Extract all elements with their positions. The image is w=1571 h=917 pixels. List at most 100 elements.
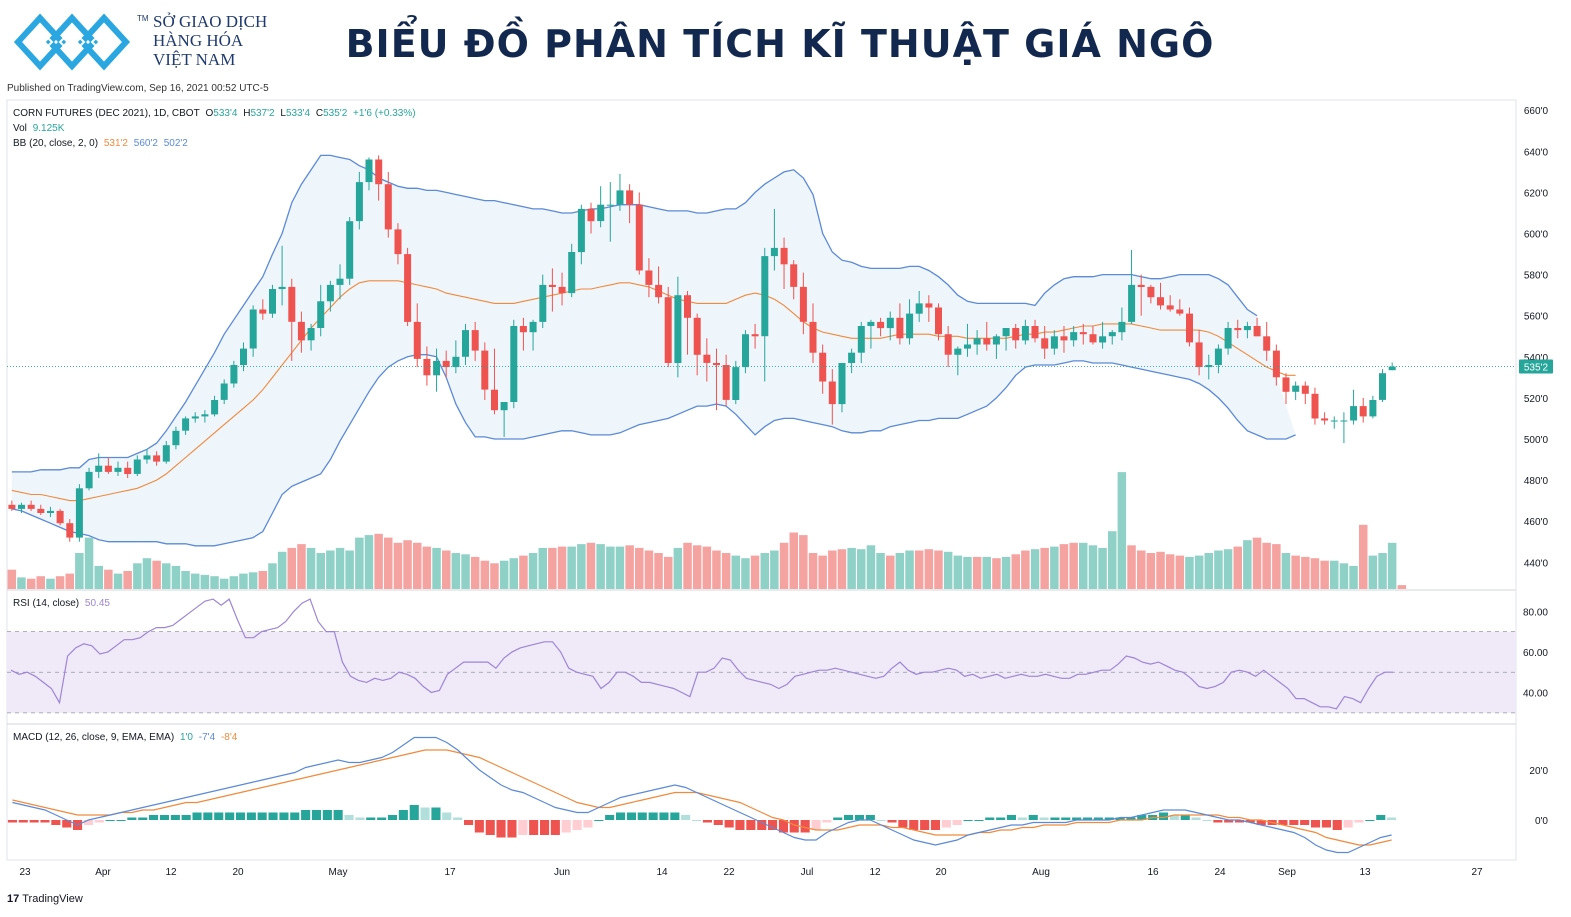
- candle-body: [635, 204, 643, 271]
- x-axis-label: 23: [19, 867, 31, 878]
- x-axis-label: Jun: [554, 867, 570, 878]
- candle-body: [317, 301, 325, 328]
- volume-bar: [133, 563, 142, 589]
- candle-body: [1253, 326, 1261, 337]
- macd-histogram-bar: [778, 820, 788, 833]
- volume-bar: [625, 545, 634, 589]
- volume-bar: [1330, 560, 1339, 589]
- volume-bar: [490, 563, 499, 589]
- candle-body: [452, 356, 460, 368]
- macd-histogram-bar: [637, 812, 647, 820]
- chart-svg[interactable]: 660'0 640'0 620'0 600'0 580'0 560'0 540'0 520'0…: [0, 98, 1558, 882]
- x-axis-label: 24: [1214, 867, 1226, 878]
- volume-bar: [306, 547, 316, 589]
- volume-bar: [210, 576, 219, 589]
- volume-bar: [403, 540, 412, 589]
- volume-bar: [1175, 555, 1185, 589]
- macd-histogram-bar: [344, 815, 354, 820]
- volume-bar: [229, 576, 239, 589]
- volume-bar: [750, 555, 760, 589]
- logo-mark: [14, 13, 131, 71]
- macd-histogram-bar: [1137, 815, 1147, 820]
- candle-body: [1224, 328, 1232, 349]
- volume-bar: [123, 571, 132, 589]
- candle-body: [606, 204, 614, 206]
- bb-label: BB (20, close, 2, 0): [13, 138, 99, 149]
- volume-bar: [741, 558, 750, 589]
- macd-histogram-bar: [768, 820, 778, 830]
- macd-histogram-bar: [681, 815, 691, 820]
- volume-bar: [1291, 555, 1300, 589]
- macd-histogram-bar: [192, 812, 202, 820]
- volume-bar: [1156, 551, 1165, 589]
- macd-histogram-bar: [1321, 820, 1331, 828]
- x-axis-label: 20: [232, 867, 244, 878]
- volume-bar: [943, 551, 953, 589]
- rsi-tick-label: 80.00: [1523, 607, 1548, 618]
- volume-bar: [248, 572, 258, 589]
- change-value: +1'6 (+0.33%): [353, 108, 416, 119]
- candle-body: [915, 303, 923, 314]
- macd-histogram-bar: [583, 820, 593, 828]
- macd-histogram-bar: [735, 820, 745, 830]
- macd-histogram-bar: [854, 815, 864, 820]
- candle-body: [240, 348, 247, 365]
- macd-histogram-bar: [746, 820, 756, 830]
- candle-body: [1060, 336, 1068, 341]
- macd-histogram-bar: [1126, 817, 1136, 820]
- candle-body: [1350, 406, 1358, 421]
- candle-body: [992, 336, 1000, 345]
- volume-bar: [654, 553, 663, 589]
- volume-bar: [683, 542, 692, 589]
- candle-body: [365, 159, 373, 183]
- macd-histogram-bar: [1082, 817, 1092, 820]
- volume-bar: [905, 550, 914, 589]
- candle-body: [500, 402, 508, 411]
- macd-histogram-bar: [214, 812, 224, 820]
- candle-body: [1301, 385, 1309, 394]
- candle-body: [848, 352, 856, 363]
- macd-histogram-bar: [333, 810, 343, 820]
- macd-histogram-bar: [561, 820, 571, 833]
- macd-histogram-bar: [626, 812, 636, 820]
- macd-histogram-bar: [51, 820, 61, 825]
- volume-bar: [65, 573, 74, 589]
- candle-body: [336, 278, 344, 285]
- macd-histogram-bar: [203, 812, 213, 820]
- macd-histogram-bar: [409, 805, 419, 820]
- candle-body: [761, 256, 769, 337]
- macd-histogram-bar: [181, 815, 191, 820]
- macd-histogram-bar: [920, 820, 930, 830]
- candle-body: [790, 264, 798, 287]
- macd-histogram-bar: [149, 815, 159, 820]
- price-tick-label: 460'0: [1524, 517, 1549, 528]
- macd-histogram-bar: [311, 810, 321, 820]
- volume-bar: [1310, 558, 1320, 589]
- candle-body: [278, 286, 286, 289]
- candle-body: [722, 365, 730, 400]
- macd-histogram-bar: [366, 817, 376, 820]
- volume-bar: [808, 553, 818, 589]
- volume-bar: [615, 546, 625, 589]
- macd-histogram-bar: [83, 820, 93, 825]
- macd-histogram-bar: [1354, 820, 1364, 823]
- volume-bar: [1204, 553, 1213, 589]
- volume-bar: [509, 558, 518, 589]
- macd-label: MACD (12, 26, close, 9, EMA, EMA): [13, 732, 175, 743]
- candle-body: [1147, 286, 1155, 298]
- macd-histogram-bar: [1180, 815, 1190, 820]
- volume-bar: [1194, 555, 1204, 589]
- macd-signal-value: -8'4: [220, 732, 238, 743]
- candle-body: [896, 317, 904, 339]
- candle-body: [491, 389, 498, 411]
- macd-histogram-bar: [789, 820, 799, 833]
- macd-histogram-bar: [1224, 820, 1234, 823]
- macd-histogram-bar: [648, 812, 658, 820]
- macd-histogram-bar: [290, 812, 300, 820]
- price-tick-label: 620'0: [1524, 188, 1549, 199]
- volume-bar: [451, 553, 461, 589]
- volume-bar: [914, 550, 924, 589]
- last-price-label: 535'2: [1524, 363, 1549, 374]
- macd-histogram-bar: [453, 817, 463, 820]
- macd-histogram-bar: [420, 807, 430, 820]
